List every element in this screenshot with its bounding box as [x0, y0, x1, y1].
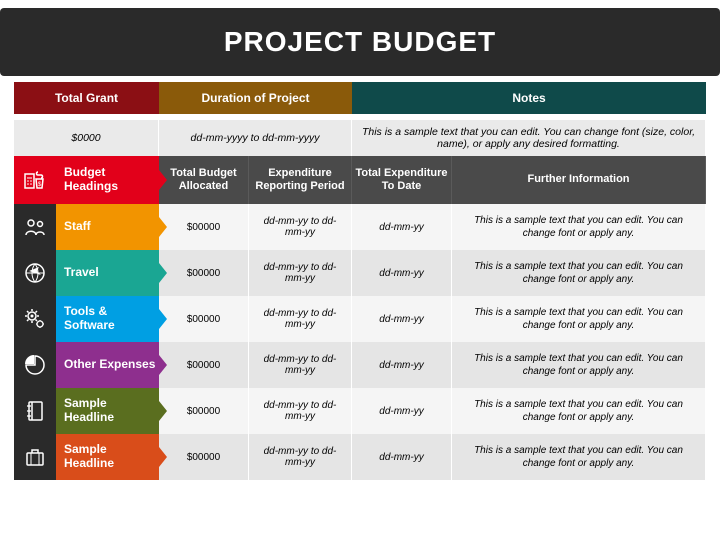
cell-todate: dd-mm-yy: [352, 388, 452, 434]
budget-headings-label: Budget Headings: [56, 156, 159, 204]
cell-period: dd-mm-yy to dd-mm-yy: [249, 204, 352, 250]
table-row: Travel$00000dd-mm-yy to dd-mm-yydd-mm-yy…: [14, 250, 706, 296]
cell-allocated: $00000: [159, 250, 249, 296]
cell-allocated: $00000: [159, 388, 249, 434]
cell-todate: dd-mm-yy: [352, 434, 452, 480]
table-row: Tools & Software$00000dd-mm-yy to dd-mm-…: [14, 296, 706, 342]
column-header-row: $ Budget Headings Total Budget Allocated…: [14, 156, 706, 204]
cell-allocated: $00000: [159, 204, 249, 250]
page-title: PROJECT BUDGET: [224, 26, 496, 58]
row-label: Staff: [56, 204, 159, 250]
duration-value: dd-mm-yyyy to dd-mm-yyyy: [159, 120, 352, 156]
expenses-icon: [14, 342, 56, 388]
col-allocated: Total Budget Allocated: [159, 156, 249, 204]
table-row: Sample Headline$00000dd-mm-yy to dd-mm-y…: [14, 434, 706, 480]
cell-info: This is a sample text that you can edit.…: [452, 388, 706, 434]
budget-headings-icon-cell: $: [14, 156, 56, 204]
table-row: Staff$00000dd-mm-yy to dd-mm-yydd-mm-yyT…: [14, 204, 706, 250]
col-info: Further Information: [452, 156, 706, 204]
cell-period: dd-mm-yy to dd-mm-yy: [249, 434, 352, 480]
cell-allocated: $00000: [159, 296, 249, 342]
row-label: Travel: [56, 250, 159, 296]
top-header-duration: Duration of Project: [159, 82, 352, 114]
notebook-icon: [14, 388, 56, 434]
briefcase-icon: [14, 434, 56, 480]
notes-value: This is a sample text that you can edit.…: [352, 120, 706, 156]
top-value-row: $0000 dd-mm-yyyy to dd-mm-yyyy This is a…: [14, 120, 706, 156]
col-todate: Total Expenditure To Date: [352, 156, 452, 204]
row-label: Tools & Software: [56, 296, 159, 342]
row-label: Sample Headline: [56, 434, 159, 480]
cell-todate: dd-mm-yy: [352, 296, 452, 342]
title-bar: PROJECT BUDGET: [0, 8, 720, 76]
cell-allocated: $00000: [159, 342, 249, 388]
cell-info: This is a sample text that you can edit.…: [452, 250, 706, 296]
cell-info: This is a sample text that you can edit.…: [452, 296, 706, 342]
top-header-notes: Notes: [352, 82, 706, 114]
staff-icon: [14, 204, 56, 250]
travel-icon: [14, 250, 56, 296]
row-label: Sample Headline: [56, 388, 159, 434]
row-label: Other Expenses: [56, 342, 159, 388]
cell-todate: dd-mm-yy: [352, 342, 452, 388]
cell-period: dd-mm-yy to dd-mm-yy: [249, 296, 352, 342]
table-row: Sample Headline$00000dd-mm-yy to dd-mm-y…: [14, 388, 706, 434]
calculator-money-icon: $: [23, 168, 47, 192]
col-period: Expenditure Reporting Period: [249, 156, 352, 204]
tools-icon: [14, 296, 56, 342]
cell-info: This is a sample text that you can edit.…: [452, 434, 706, 480]
top-header-row: Total Grant Duration of Project Notes: [14, 82, 706, 114]
table-row: Other Expenses$00000dd-mm-yy to dd-mm-yy…: [14, 342, 706, 388]
content: Total Grant Duration of Project Notes $0…: [0, 82, 720, 480]
data-rows: Staff$00000dd-mm-yy to dd-mm-yydd-mm-yyT…: [14, 204, 706, 480]
cell-period: dd-mm-yy to dd-mm-yy: [249, 250, 352, 296]
top-header-grant: Total Grant: [14, 82, 159, 114]
cell-todate: dd-mm-yy: [352, 204, 452, 250]
svg-text:$: $: [38, 182, 42, 188]
cell-period: dd-mm-yy to dd-mm-yy: [249, 388, 352, 434]
cell-info: This is a sample text that you can edit.…: [452, 204, 706, 250]
cell-period: dd-mm-yy to dd-mm-yy: [249, 342, 352, 388]
cell-info: This is a sample text that you can edit.…: [452, 342, 706, 388]
cell-allocated: $00000: [159, 434, 249, 480]
grant-value: $0000: [14, 120, 159, 156]
cell-todate: dd-mm-yy: [352, 250, 452, 296]
